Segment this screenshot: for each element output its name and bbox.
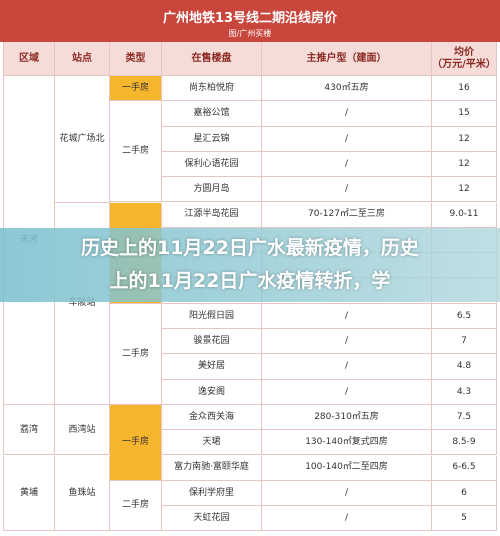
layout: 280-310㎡五房 bbox=[262, 404, 432, 431]
price: 16 bbox=[432, 76, 497, 102]
property: 美好居 bbox=[162, 354, 262, 380]
price: 9.0-11 bbox=[432, 202, 497, 228]
column-header: 类型 bbox=[110, 42, 162, 76]
type: 一手房 bbox=[110, 76, 162, 102]
property: 天虹花园 bbox=[162, 506, 262, 532]
layout: / bbox=[262, 379, 432, 405]
station: 花城广场北 bbox=[55, 76, 110, 203]
price: 4.8 bbox=[432, 354, 497, 380]
property: 阳光假日园 bbox=[162, 303, 262, 329]
type: 二手房 bbox=[110, 101, 162, 203]
property: 逸安阁 bbox=[162, 379, 262, 405]
property: 保利学府里 bbox=[162, 480, 262, 507]
overlay-banner: 历史上的11月22日广水最新疫情，历史 上的11月22日广水疫情转折，学 bbox=[0, 228, 500, 302]
property: 保利心语花园 bbox=[162, 151, 262, 178]
column-header: 均价 （万元/平米） bbox=[432, 42, 497, 76]
layout: 70-127㎡二至三房 bbox=[262, 202, 432, 228]
property: 金众西关海 bbox=[162, 404, 262, 431]
price: 15 bbox=[432, 101, 497, 127]
property: 方圆月岛 bbox=[162, 177, 262, 203]
layout: / bbox=[262, 354, 432, 380]
subtitle: 图/广州买楼 bbox=[228, 29, 272, 38]
price: 6.5 bbox=[432, 303, 497, 329]
layout: 130-140㎡复式四房 bbox=[262, 430, 432, 456]
price: 6-6.5 bbox=[432, 455, 497, 481]
property: 星汇云锦 bbox=[162, 126, 262, 152]
type: 二手房 bbox=[110, 480, 162, 532]
layout: 430㎡五房 bbox=[262, 76, 432, 102]
property: 富力南驰·富颐华庭 bbox=[162, 455, 262, 481]
column-header: 主推户型（建面） bbox=[262, 42, 432, 76]
district: 荔湾 bbox=[3, 404, 55, 456]
property: 嘉裕公馆 bbox=[162, 101, 262, 127]
layout: / bbox=[262, 303, 432, 329]
price: 6 bbox=[432, 480, 497, 507]
column-header: 站点 bbox=[55, 42, 110, 76]
property: 天珺 bbox=[162, 430, 262, 456]
layout: / bbox=[262, 506, 432, 532]
price: 7.5 bbox=[432, 404, 497, 431]
district: 黄埔 bbox=[3, 455, 55, 532]
layout: / bbox=[262, 480, 432, 507]
property: 尚东柏悦府 bbox=[162, 76, 262, 102]
layout: / bbox=[262, 177, 432, 203]
price: 4.3 bbox=[432, 379, 497, 405]
price: 7 bbox=[432, 329, 497, 355]
station: 鱼珠站 bbox=[55, 455, 110, 532]
station: 车陂站 bbox=[55, 202, 110, 405]
layout: / bbox=[262, 101, 432, 127]
overlay-line: 历史上的11月22日广水最新疫情，历史 bbox=[81, 237, 419, 259]
column-header: 区域 bbox=[3, 42, 55, 76]
property: 江源半岛花园 bbox=[162, 202, 262, 228]
type: 二手房 bbox=[110, 303, 162, 405]
price: 5 bbox=[432, 506, 497, 532]
overlay-line: 上的11月22日广水疫情转折，学 bbox=[109, 270, 391, 292]
station: 西湾站 bbox=[55, 404, 110, 456]
price: 12 bbox=[432, 126, 497, 152]
type: 一手房 bbox=[110, 404, 162, 481]
layout: / bbox=[262, 151, 432, 178]
layout: / bbox=[262, 126, 432, 152]
header: 广州地铁13号线二期沿线房价 图/广州买楼 bbox=[0, 0, 500, 42]
layout: / bbox=[262, 329, 432, 355]
price: 12 bbox=[432, 177, 497, 203]
price: 12 bbox=[432, 151, 497, 178]
layout: 100-140㎡二至四房 bbox=[262, 455, 432, 481]
column-header: 在售楼盘 bbox=[162, 42, 262, 76]
property: 骏景花园 bbox=[162, 329, 262, 355]
title: 广州地铁13号线二期沿线房价 bbox=[162, 11, 338, 26]
price: 8.5-9 bbox=[432, 430, 497, 456]
